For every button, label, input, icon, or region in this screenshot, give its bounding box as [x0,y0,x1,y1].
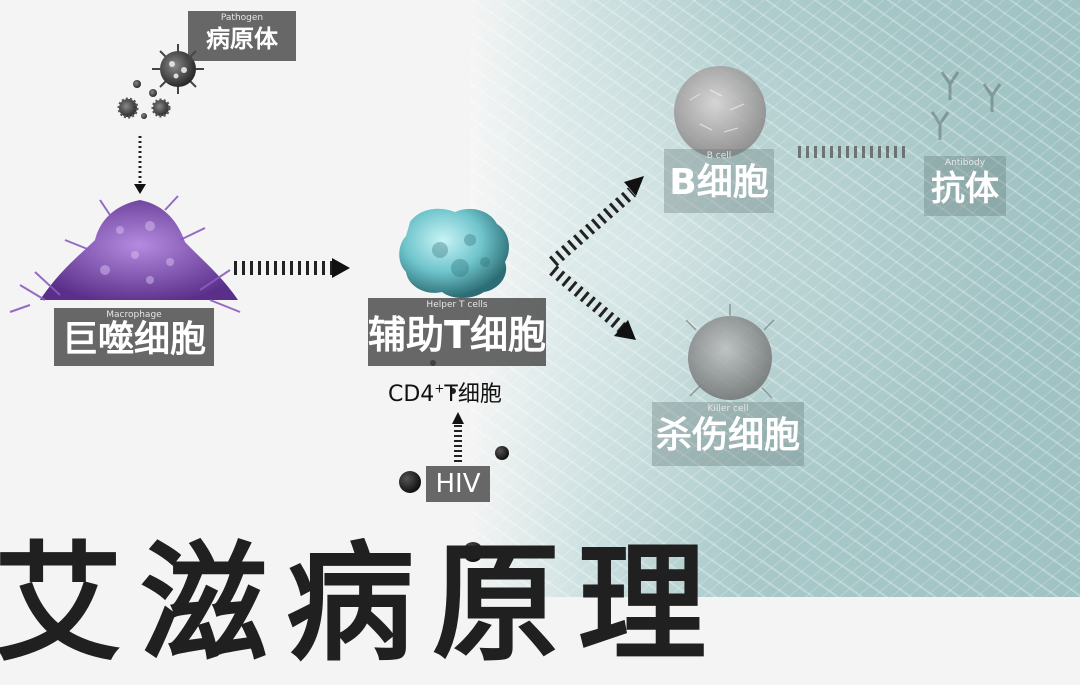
antibody-label-cn: 抗体 [931,169,999,209]
cd4-rest: T细胞 [444,382,502,407]
antibody-label: Antibody 抗体 [924,156,1006,216]
killer-cell-label-en: Killer cell [707,404,749,414]
helper-t-label: Helper T cells 辅助T细胞 [368,298,546,366]
b-cell [674,66,766,158]
antibody-label-en: Antibody [944,158,986,168]
pathogen-label: Pathogen 病原体 [188,11,296,61]
cd4-label: CD4+T细胞 [388,376,502,408]
helper-t-cell [399,208,509,298]
hiv-particles [399,360,509,562]
hiv-label: HIV [426,466,490,502]
macrophage-label-cn: 巨噬细胞 [61,319,206,360]
arrow-helper-t-bcell [549,176,644,267]
arrow-hiv-cd4 [452,412,464,462]
macrophage-cell [9,195,241,313]
arrow-helper-t-killer [549,265,636,340]
b-cell-label-cn: B细胞 [669,162,769,203]
pathogen-cluster [117,44,204,119]
pathogen-label-en: Pathogen [220,13,264,23]
helper-t-label-en: Helper T cells [426,300,488,310]
cd4-main: CD4 [388,382,435,407]
cd4-sup: + [434,381,445,396]
diagram-canvas [9,44,1002,562]
pathogen-label-cn: 病原体 [206,25,278,53]
arrow-macrophage-helper-t [234,258,350,278]
b-cell-label-en: B cell [706,151,732,161]
arrow-pathogen-macrophage [134,136,146,194]
main-title: 艾滋病原理 [0,530,725,679]
ice-background [470,0,1080,597]
killer-cell-label-cn: 杀伤细胞 [655,415,800,456]
macrophage-label: Macrophage 巨噬细胞 [54,308,214,366]
hiv-label-cn: HIV [435,469,481,499]
macrophage-label-en: Macrophage [106,310,162,320]
killer-cell [685,304,775,400]
helper-t-label-cn: 辅助T细胞 [368,313,546,357]
killer-cell-label: Killer cell 杀伤细胞 [652,402,804,466]
b-cell-label: B cell B细胞 [664,149,774,213]
antibody-shapes [930,71,1002,140]
